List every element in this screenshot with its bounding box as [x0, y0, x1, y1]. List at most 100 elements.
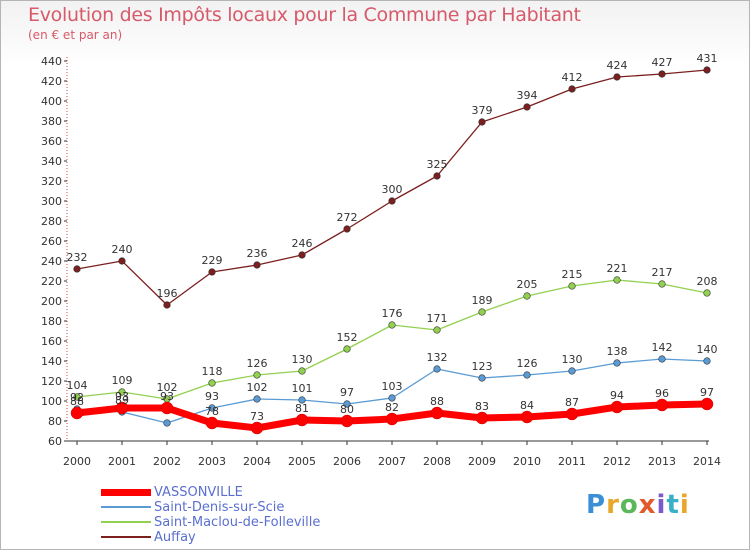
logo-letter: i [656, 490, 667, 520]
data-point-auffay [613, 73, 621, 81]
x-tick-label: 2003 [198, 455, 226, 468]
data-label-vassonville: 96 [655, 387, 669, 400]
data-point-vassonville [565, 407, 579, 421]
chart-axes: 60 80 100 120 140 160 180 200 220 240 260 280 300 320… [41, 55, 721, 468]
data-point-auffay [433, 172, 441, 180]
logo-letter: x [638, 490, 657, 520]
data-label-saint-denis-sur-scie: 132 [427, 351, 448, 364]
data-label-saint-maclou-de-folleville: 176 [382, 307, 403, 320]
data-label-saint-denis-sur-scie: 103 [382, 380, 403, 393]
x-tick-label: 2013 [648, 455, 676, 468]
y-tick-label: 240 [41, 255, 62, 268]
data-point-saint-denis-sur-scie [703, 357, 711, 365]
legend-item-saint-maclou-de-folleville: Saint-Maclou-de-Folleville [101, 515, 401, 530]
data-point-vassonville [475, 411, 489, 425]
data-label-saint-maclou-de-folleville: 130 [292, 353, 313, 366]
data-point-auffay [568, 85, 576, 93]
data-point-auffay [163, 301, 171, 309]
legend-swatch-saint-maclou-de-folleville [101, 521, 151, 523]
data-label-saint-maclou-de-folleville: 152 [337, 331, 358, 344]
chart-legend: VASSONVILLE Saint-Denis-sur-Scie Saint-M… [101, 485, 401, 545]
data-point-saint-maclou-de-folleville [298, 367, 306, 375]
data-point-saint-maclou-de-folleville [343, 345, 351, 353]
data-point-saint-denis-sur-scie [478, 374, 486, 382]
x-tick-label: 2007 [378, 455, 406, 468]
data-point-auffay [703, 66, 711, 74]
data-labels-layer: 232 240 196 229 236 246 272 300 325 379 394 412 424 4… [67, 52, 718, 423]
data-label-auffay: 300 [382, 183, 403, 196]
x-tick-label: 2005 [288, 455, 316, 468]
data-label-vassonville: 83 [475, 400, 489, 413]
legend-item-vassonville: VASSONVILLE [101, 485, 401, 500]
data-label-saint-maclou-de-folleville: 205 [517, 278, 538, 291]
line-chart: 60 80 100 120 140 160 180 200 220 240 260 280 300 320… [41, 52, 721, 468]
data-label-vassonville: 78 [205, 405, 219, 418]
x-tick-label: 2012 [603, 455, 631, 468]
data-point-saint-maclou-de-folleville [568, 282, 576, 290]
y-tick-label: 300 [41, 195, 62, 208]
data-point-saint-denis-sur-scie [253, 395, 261, 403]
data-label-vassonville: 93 [115, 390, 129, 403]
data-point-vassonville [340, 414, 354, 428]
x-tick-label: 2008 [423, 455, 451, 468]
data-point-auffay [523, 103, 531, 111]
data-point-saint-denis-sur-scie [208, 404, 216, 412]
y-tick-label: 120 [41, 375, 62, 388]
data-point-saint-denis-sur-scie [658, 355, 666, 363]
x-tick-label: 2001 [108, 455, 136, 468]
data-label-saint-maclou-de-folleville: 109 [112, 374, 133, 387]
y-tick-label: 220 [41, 275, 62, 288]
y-tick-label: 140 [41, 355, 62, 368]
data-label-auffay: 379 [472, 104, 493, 117]
data-label-saint-maclou-de-folleville: 171 [427, 312, 448, 325]
legend-swatch-saint-denis-sur-scie [101, 506, 151, 508]
data-label-auffay: 232 [67, 251, 88, 264]
data-label-saint-denis-sur-scie: 101 [292, 382, 313, 395]
y-tick-label: 280 [41, 215, 62, 228]
data-label-auffay: 431 [697, 52, 718, 65]
data-point-auffay [658, 70, 666, 78]
data-label-vassonville: 82 [385, 401, 399, 414]
data-label-vassonville: 94 [610, 389, 624, 402]
data-point-auffay [73, 265, 81, 273]
data-point-vassonville [115, 401, 129, 415]
data-label-vassonville: 87 [565, 396, 579, 409]
x-tick-label: 2002 [153, 455, 181, 468]
y-tick-label: 400 [41, 95, 62, 108]
data-point-saint-denis-sur-scie [613, 359, 621, 367]
data-label-auffay: 427 [652, 56, 673, 69]
data-point-auffay [388, 197, 396, 205]
data-point-saint-denis-sur-scie [523, 371, 531, 379]
data-point-saint-maclou-de-folleville [208, 379, 216, 387]
y-tick-label: 200 [41, 295, 62, 308]
data-point-auffay [208, 268, 216, 276]
data-point-auffay [343, 225, 351, 233]
data-label-auffay: 394 [517, 89, 538, 102]
data-label-saint-maclou-de-folleville: 221 [607, 262, 628, 275]
logo-letter: t [666, 490, 680, 520]
data-point-vassonville [160, 401, 174, 415]
data-point-saint-denis-sur-scie [163, 419, 171, 427]
data-point-auffay [118, 257, 126, 265]
data-label-vassonville: 81 [295, 402, 309, 415]
data-label-vassonville: 93 [160, 390, 174, 403]
logo-letter: o [619, 490, 639, 520]
data-point-vassonville [610, 400, 624, 414]
legend-swatch-auffay [101, 536, 151, 538]
y-tick-label: 320 [41, 175, 62, 188]
x-tick-label: 2006 [333, 455, 361, 468]
data-label-auffay: 412 [562, 71, 583, 84]
data-label-auffay: 325 [427, 158, 448, 171]
data-label-saint-denis-sur-scie: 142 [652, 341, 673, 354]
data-point-vassonville [205, 416, 219, 430]
data-point-saint-denis-sur-scie [388, 394, 396, 402]
logo-letter: r [606, 490, 620, 520]
data-point-vassonville [250, 421, 264, 435]
y-tick-label: 260 [41, 235, 62, 248]
y-tick-label: 420 [41, 75, 62, 88]
data-label-saint-denis-sur-scie: 138 [607, 345, 628, 358]
data-point-saint-denis-sur-scie [433, 365, 441, 373]
legend-label-saint-denis-sur-scie: Saint-Denis-sur-Scie [154, 500, 285, 515]
data-label-vassonville: 73 [250, 410, 264, 423]
logo-letter: P [586, 490, 607, 520]
